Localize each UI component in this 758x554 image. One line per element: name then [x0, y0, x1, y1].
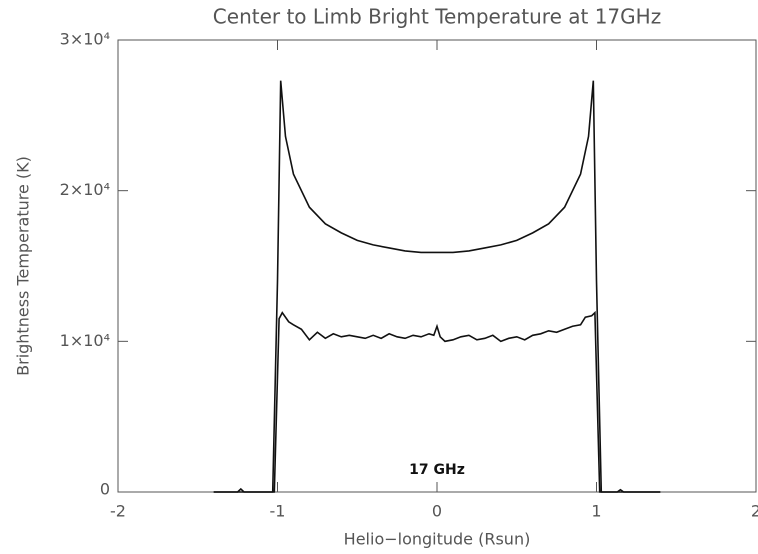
y-tick-label: 1×10⁴ — [60, 331, 110, 350]
y-tick-label: 3×10⁴ — [60, 30, 110, 49]
y-axis-label: Brightness Temperature (K) — [14, 156, 33, 376]
x-tick-label: 1 — [591, 502, 601, 521]
x-tick-label: 2 — [751, 502, 758, 521]
y-tick-label: 2×10⁴ — [60, 180, 110, 199]
x-axis-label: Helio−longitude (Rsun) — [344, 530, 531, 549]
x-tick-label: -1 — [270, 502, 286, 521]
plot-frame — [117, 39, 757, 493]
y-tick-label: 0 — [100, 480, 110, 499]
chart-title: Center to Limb Bright Temperature at 17G… — [213, 5, 661, 29]
data-line — [213, 310, 661, 493]
annotation: 17 GHz — [409, 462, 465, 478]
x-tick-label: -2 — [110, 502, 126, 521]
x-tick-label: 0 — [432, 502, 442, 521]
data-line — [213, 80, 661, 493]
